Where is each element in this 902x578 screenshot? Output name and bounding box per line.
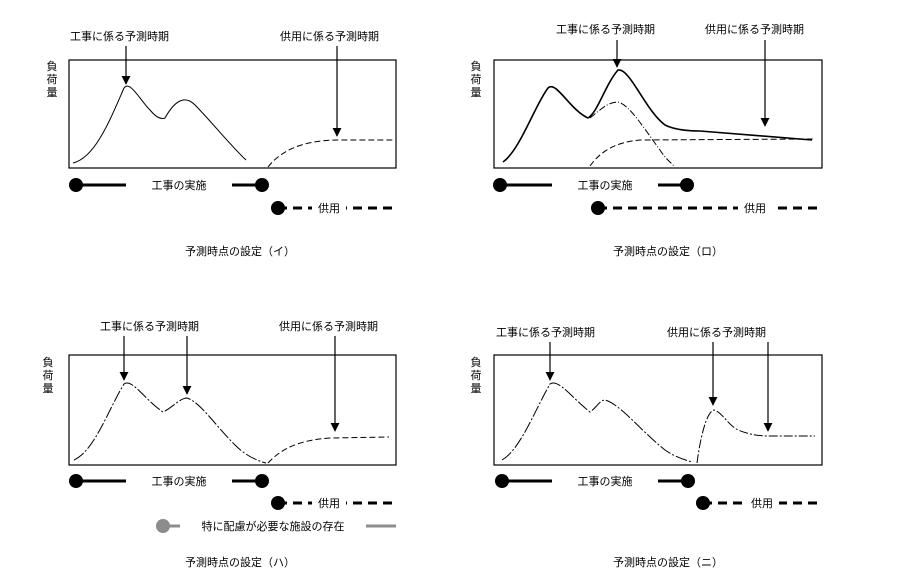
operation-period-bar: 供用 [271,201,396,215]
construction-load-curve [72,85,247,164]
construction-period-label: 工事の実施 [578,474,633,488]
y-axis-label-char: 負 [47,60,58,73]
construction-period-bar: 工事の実施 [69,178,269,192]
operation-period-bar: 供用 [696,496,822,510]
y-axis-label-char: 量 [471,86,482,99]
annotation-construction-timing: 工事に係る予測時期 [556,22,655,36]
annotation-operation-timing: 供用に係る予測時期 [667,325,766,339]
combined-load-curve [502,69,813,163]
plot-frame [68,354,397,466]
y-axis-label-char: 荷 [47,73,58,86]
operation-period-bar: 供用 [271,496,396,510]
panel-i: 負 荷 量 工事に係る予測時期 供用に係る予測時期 工事の実施 供用 予測時点の… [47,29,397,258]
y-axis-label-char: 荷 [471,369,482,382]
construction-load-curve [501,382,693,463]
panel-ni: 負 荷 量 工事に係る予測時期 供用に係る予測時期 工事の実施 供用 予測時点の… [471,325,823,569]
panel-caption: 予測時点の設定（ハ） [185,555,295,569]
construction-load-curve [73,382,267,464]
plot-frame [493,59,823,169]
y-axis-label-char: 量 [43,382,54,395]
y-axis-label-char: 荷 [471,73,482,86]
panel-caption: 予測時点の設定（イ） [185,244,295,258]
operation-period-label: 供用 [751,496,773,510]
annotation-operation-timing: 供用に係る予測時期 [705,22,804,36]
plot-frame [68,59,397,169]
panel-ha: 負 荷 量 工事に係る予測時期 供用に係る予測時期 工事の実施 供用 特に配慮が… [43,319,397,569]
y-axis-label-char: 負 [471,60,482,73]
construction-period-label: 工事の実施 [152,178,207,192]
construction-load-curve [589,101,675,167]
annotation-construction-timing: 工事に係る予測時期 [496,325,595,339]
panel-ro: 負 荷 量 工事に係る予測時期 供用に係る予測時期 工事の実施 供用 予測時点の… [471,22,823,258]
sensitive-facility-period-bar: 特に配慮が必要な施設の存在 [156,519,396,533]
panel-caption: 予測時点の設定（ニ） [613,555,723,569]
construction-period-bar: 工事の実施 [493,178,694,192]
operation-period-label: 供用 [744,201,766,215]
construction-period-bar: 工事の実施 [69,474,269,488]
operation-period-label: 供用 [318,496,340,510]
operation-period-label: 供用 [318,201,340,215]
y-axis-label-char: 負 [43,356,54,369]
annotation-operation-timing: 供用に係る予測時期 [279,319,378,333]
operation-load-curve [267,139,393,168]
plot-frame [493,354,823,466]
y-axis-label-char: 負 [471,356,482,369]
sensitive-facility-label: 特に配慮が必要な施設の存在 [202,519,345,533]
operation-load-curve [267,436,390,464]
annotation-operation-timing: 供用に係る予測時期 [280,29,379,43]
annotation-construction-timing: 工事に係る予測時期 [70,29,169,43]
y-axis-label-char: 量 [471,382,482,395]
annotation-construction-timing: 工事に係る予測時期 [100,319,199,333]
y-axis-label-char: 荷 [43,369,54,382]
operation-period-bar: 供用 [591,201,822,215]
operation-load-curve [589,138,816,167]
construction-period-bar: 工事の実施 [495,474,695,488]
construction-period-label: 工事の実施 [152,474,207,488]
y-axis-label-char: 量 [47,86,58,99]
construction-period-label: 工事の実施 [578,178,633,192]
panel-caption: 予測時点の設定（ロ） [613,244,723,258]
operation-load-curve [696,409,815,464]
